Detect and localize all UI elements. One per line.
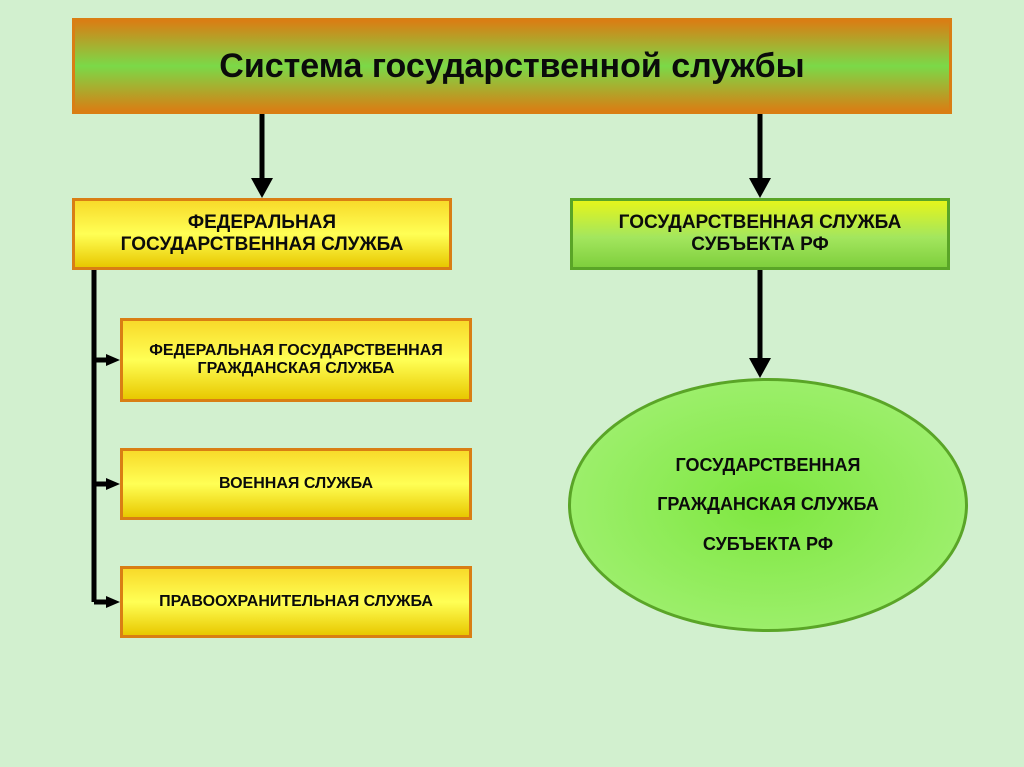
- right-ellipse-line-2: СУБЪЕКТА РФ: [703, 525, 833, 565]
- title-box: Система государственной службы: [72, 18, 952, 114]
- left-branch-label: ФЕДЕРАЛЬНАЯ ГОСУДАРСТВЕННАЯ СЛУЖБА: [89, 212, 435, 256]
- left-child-box-0: ФЕДЕРАЛЬНАЯ ГОСУДАРСТВЕННАЯ ГРАЖДАНСКАЯ …: [120, 318, 472, 402]
- left-child-box-1: ВОЕННАЯ СЛУЖБА: [120, 448, 472, 520]
- right-ellipse: ГОСУДАРСТВЕННАЯ ГРАЖДАНСКАЯ СЛУЖБА СУБЪЕ…: [568, 378, 968, 632]
- right-ellipse-line-1: ГРАЖДАНСКАЯ СЛУЖБА: [657, 485, 879, 525]
- left-child-label-2: ПРАВООХРАНИТЕЛЬНАЯ СЛУЖБА: [159, 593, 433, 611]
- right-branch-box: ГОСУДАРСТВЕННАЯ СЛУЖБА СУБЪЕКТА РФ: [570, 198, 950, 270]
- left-branch-box: ФЕДЕРАЛЬНАЯ ГОСУДАРСТВЕННАЯ СЛУЖБА: [72, 198, 452, 270]
- right-branch-label: ГОСУДАРСТВЕННАЯ СЛУЖБА СУБЪЕКТА РФ: [587, 212, 933, 256]
- left-child-label-1: ВОЕННАЯ СЛУЖБА: [219, 475, 373, 493]
- title-text: Система государственной службы: [219, 47, 804, 86]
- left-child-box-2: ПРАВООХРАНИТЕЛЬНАЯ СЛУЖБА: [120, 566, 472, 638]
- left-child-label-0: ФЕДЕРАЛЬНАЯ ГОСУДАРСТВЕННАЯ ГРАЖДАНСКАЯ …: [135, 342, 457, 378]
- right-ellipse-line-0: ГОСУДАРСТВЕННАЯ: [676, 446, 861, 486]
